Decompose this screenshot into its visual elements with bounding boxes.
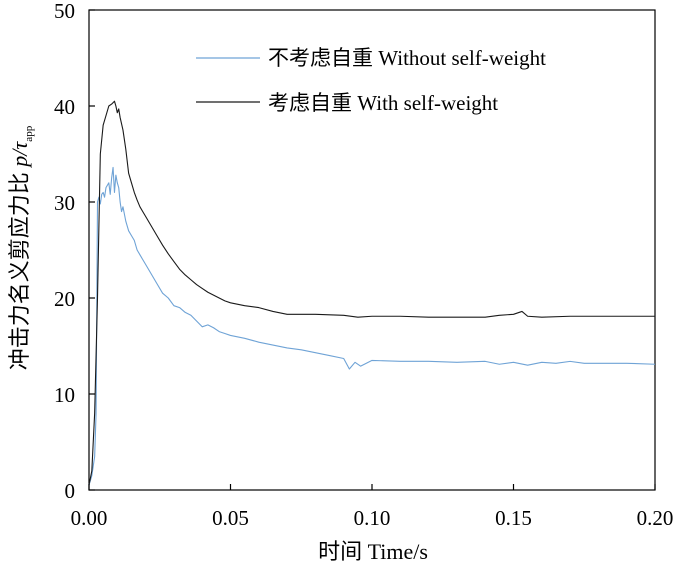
plot-border (88, 9, 656, 491)
y-axis-title: 冲击力名义剪应力比 p/τapp (7, 125, 35, 370)
x-tick-label: 0.05 (212, 506, 249, 530)
y-axis-title-subscript: app (23, 125, 35, 141)
y-tick-label: 40 (54, 95, 75, 119)
x-tick-label: 0.10 (354, 506, 391, 530)
x-tick-label: 0.00 (71, 506, 108, 530)
series-line-without-self-weight (88, 166, 656, 486)
y-tick-label: 20 (54, 287, 75, 311)
y-tick-label: 10 (54, 383, 75, 407)
y-tick-label: 0 (65, 479, 76, 503)
x-tick-label: 0.20 (637, 506, 674, 530)
x-axis-title: 时间 Time/s (318, 539, 428, 564)
legend-label-with-self-weight: 考虑自重 With self-weight (268, 91, 498, 115)
legend: 不考虑自重 Without self-weight 考虑自重 With self… (196, 46, 546, 115)
y-axis-title-text: 冲击力名义剪应力比 (7, 167, 32, 371)
x-tick-label: 0.15 (495, 506, 532, 530)
ticks-layer: 0.00 0.05 0.10 0.15 0.20 0 10 20 30 40 50 (54, 0, 673, 530)
legend-label-without-self-weight: 不考虑自重 Without self-weight (268, 46, 546, 70)
series-layer (88, 100, 656, 486)
y-axis-title-variable: p/τ (7, 141, 32, 169)
series-line-with-self-weight (88, 100, 655, 486)
plot-frame (88, 9, 656, 491)
y-tick-label: 30 (54, 191, 75, 215)
y-tick-label: 50 (54, 0, 75, 23)
